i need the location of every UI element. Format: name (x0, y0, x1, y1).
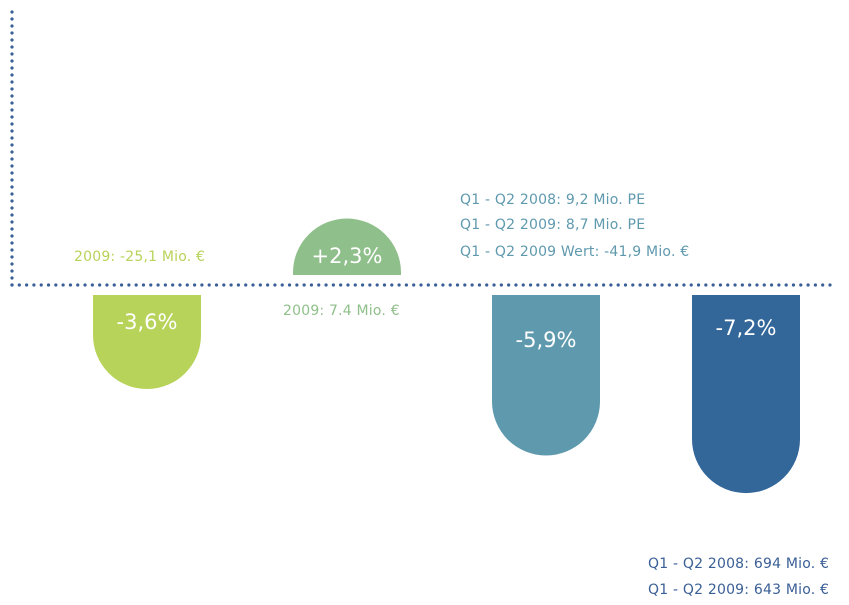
bar-2 (293, 218, 401, 275)
value-label-4: -7,2% (716, 316, 777, 340)
bar-4 (692, 295, 800, 494)
annotation-bar-3-line-3: Q1 - Q2 2009 Wert: -41,9 Mio. € (460, 244, 690, 260)
bar-3 (492, 295, 600, 456)
annotation-bar-4-line-1: Q1 - Q2 2008: 694 Mio. € (648, 556, 830, 572)
value-labels: -3,6% +2,3% -5,9% -7,2% (117, 244, 777, 352)
value-label-3: -5,9% (516, 328, 577, 352)
annotation-bar-3-line-1: Q1 - Q2 2008: 9,2 Mio. PE (460, 192, 646, 208)
annotation-bar-3-line-2: Q1 - Q2 2009: 8,7 Mio. PE (460, 217, 646, 233)
annotation-bar-4-line-2: Q1 - Q2 2009: 643 Mio. € (648, 582, 830, 598)
annotation-bar-1: 2009: -25,1 Mio. € (74, 249, 206, 265)
value-label-2: +2,3% (312, 244, 383, 268)
baseline-dotted-line (10, 283, 832, 287)
bar-1 (93, 295, 201, 390)
y-axis-dotted-line (10, 10, 14, 287)
bars (93, 218, 800, 494)
axes (10, 10, 832, 287)
annotation-bar-2: 2009: 7.4 Mio. € (283, 303, 400, 319)
value-label-1: -3,6% (117, 310, 178, 334)
